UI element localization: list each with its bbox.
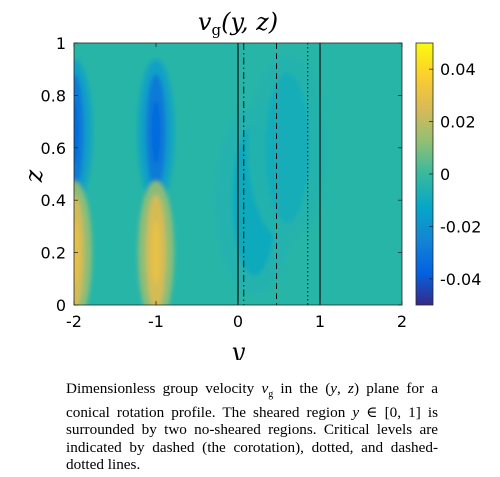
y-tick-label-2: 0.4 [41, 191, 66, 210]
colorbar-ticks: 0.04 0.02 0 -0.02 -0.04 [429, 60, 481, 289]
chart-title: vg(y, z) [198, 8, 278, 39]
y-axis-ticks: 0 0.2 0.4 0.6 0.8 1 [41, 34, 402, 315]
y-tick-label-5: 1 [56, 34, 66, 53]
y-tick-label-0: 0 [56, 296, 66, 315]
x-axis-label: y [230, 338, 245, 360]
y-tick-label-4: 0.8 [41, 86, 66, 105]
colorbar-tick-label-1: 0.02 [440, 113, 476, 132]
feature-layer [74, 54, 327, 305]
x-tick-label-3: 1 [315, 312, 325, 331]
colorbar-tick-label-0: 0.04 [440, 60, 476, 79]
x-axis-ticks: -2 -1 0 1 2 [66, 43, 407, 331]
colorbar-tick-label-2: 0 [440, 165, 450, 184]
heatmap-feature-3 [138, 180, 174, 305]
critical-level-lines [237, 43, 321, 305]
x-tick-label-1: -1 [148, 312, 164, 331]
figure-caption: Dimensionless group velocity vg in the (… [66, 380, 438, 474]
y-tick-label-3: 0.6 [41, 139, 66, 158]
heatmap-feature-0 [74, 59, 92, 205]
heatmap-area [74, 43, 402, 305]
heatmap-feature-5 [247, 54, 327, 242]
heatmap-feature-1 [74, 180, 92, 305]
chart-figure: vg(y, z) -2 -1 0 1 2 0 0.2 0.4 0.6 0.8 1 y z 0.04… [20, 8, 481, 360]
colorbar-tick-label-4: -0.04 [440, 270, 481, 289]
colorbar-tick-label-3: -0.02 [440, 217, 481, 236]
y-tick-label-1: 0.2 [41, 244, 66, 263]
x-tick-label-0: -2 [66, 312, 82, 331]
x-tick-label-2: 0 [233, 312, 243, 331]
y-axis-label: z [20, 169, 48, 183]
x-tick-label-4: 2 [397, 312, 407, 331]
heatmap-feature-2 [138, 59, 174, 205]
